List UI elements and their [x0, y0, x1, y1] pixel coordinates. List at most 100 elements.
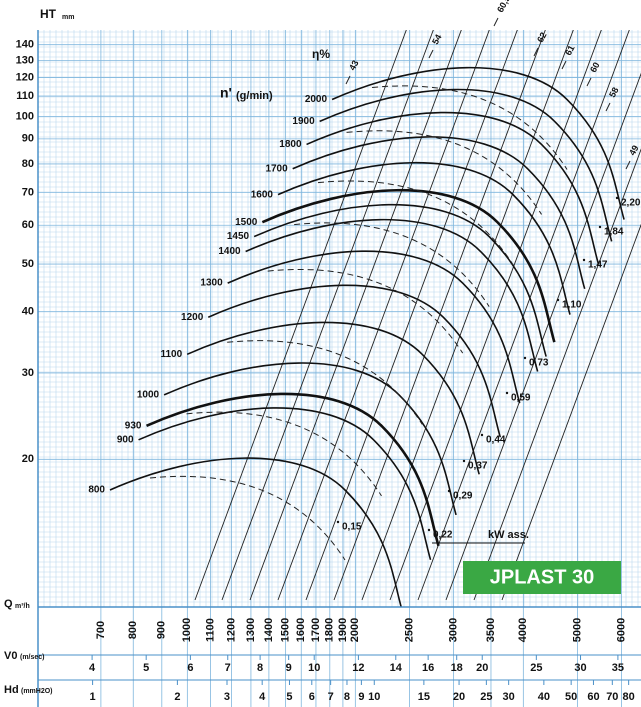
- efficiency-label: 54: [430, 33, 444, 47]
- speed-curve: [253, 203, 547, 357]
- speed-curve: [277, 161, 571, 315]
- v-tick-label: 30: [574, 662, 586, 674]
- power-unit: kW ass.: [488, 529, 529, 541]
- x-tick-label: 3000: [448, 618, 460, 642]
- power-point: [523, 356, 527, 360]
- y-tick-label: 20: [22, 453, 34, 465]
- efficiency-curve: [227, 340, 423, 425]
- badge: [463, 561, 621, 594]
- speed-tick-label: 2000: [305, 94, 328, 105]
- h-tick-label: 80: [623, 691, 635, 703]
- power-label: 0,44: [486, 435, 506, 446]
- v-tick-label: 10: [308, 662, 320, 674]
- efficiency-curve: [149, 475, 346, 561]
- efficiency-label: 60: [588, 61, 602, 75]
- efficiency-tick: [428, 49, 434, 59]
- y-axis-label: HT: [40, 7, 57, 21]
- speed-curve-group: [277, 161, 571, 315]
- y-tick-label: 90: [22, 133, 34, 145]
- h-tick-label: 3: [224, 691, 230, 703]
- efficiency-curve: [346, 130, 542, 215]
- speed-tick-label: 1500: [235, 217, 258, 228]
- speed-curve-group: [145, 392, 440, 547]
- power-point: [480, 433, 484, 437]
- speed-curve: [319, 88, 613, 242]
- speed-curve: [145, 392, 440, 547]
- efficiency-curve: [186, 411, 382, 497]
- power-label: 0,29: [453, 491, 473, 502]
- x-tick-label: 5000: [571, 618, 583, 642]
- x-tick-label: 1300: [245, 618, 257, 642]
- power-label: 1,47: [588, 260, 608, 271]
- speed-tick-label: 900: [117, 434, 134, 445]
- efficiency-curve: [294, 222, 490, 307]
- efficiency-tick: [533, 47, 539, 57]
- speed-curve-group: [138, 407, 432, 561]
- speed-curve-group: [227, 250, 521, 404]
- h-tick-label: 20: [453, 691, 465, 703]
- power-point: [336, 520, 340, 524]
- speed-unit: (g/min): [236, 90, 273, 102]
- speed-label: n': [220, 85, 232, 101]
- x-tick-label: 3500: [485, 618, 497, 642]
- speed-curve-group: [253, 203, 547, 357]
- y-tick-label: 70: [22, 186, 34, 198]
- efficiency-label: 61: [563, 44, 577, 58]
- power-label: 1,10: [562, 300, 582, 311]
- h-tick-label: 2: [174, 691, 180, 703]
- v-tick-label: 7: [225, 662, 231, 674]
- power-point: [462, 459, 466, 463]
- h-tick-label: 70: [606, 691, 618, 703]
- v-tick-label: 4: [89, 662, 96, 674]
- h-tick-label: 5: [286, 691, 292, 703]
- power-label: 0,37: [468, 461, 488, 472]
- speed-curve-group: [245, 218, 539, 372]
- system-line: [277, 30, 490, 601]
- speed-tick-label: 1800: [279, 139, 302, 150]
- efficiency-label: 58: [607, 86, 621, 100]
- x-tick-label: 1200: [225, 618, 237, 642]
- efficiency-tick: [561, 60, 567, 70]
- x-tick-label: 900: [156, 621, 168, 639]
- speed-curve: [109, 457, 403, 607]
- speed-curve-group: [292, 136, 586, 290]
- efficiency-tick: [493, 17, 499, 27]
- x-tick-label: 6000: [616, 618, 628, 642]
- efficiency-tick: [625, 160, 631, 170]
- efficiency-label: 43: [347, 59, 361, 73]
- speed-curve: [306, 111, 600, 265]
- v-tick-label: 6: [187, 662, 193, 674]
- y-axis-unit: mm: [62, 14, 74, 21]
- y-tick-label: 110: [16, 90, 34, 102]
- h-tick-label: 8: [344, 691, 350, 703]
- system-line: [361, 30, 574, 601]
- system-line: [389, 30, 602, 601]
- v-tick-label: 16: [422, 662, 434, 674]
- power-point: [505, 391, 509, 395]
- h-tick-label: 7: [328, 691, 334, 703]
- y-tick-label: 140: [16, 39, 34, 51]
- speed-curve-group: [186, 321, 480, 475]
- speed-curve-group: [163, 362, 457, 516]
- efficiency-label: 49: [627, 144, 641, 158]
- x-tick-label: 1400: [263, 618, 275, 642]
- speed-tick-label: 1700: [265, 163, 288, 174]
- speed-curve: [227, 250, 521, 404]
- speed-curve: [261, 188, 556, 343]
- speed-tick-label: 930: [125, 420, 142, 431]
- h-tick-label: 9: [358, 691, 364, 703]
- efficiency-tick: [605, 102, 611, 112]
- y-tick-label: 120: [16, 71, 34, 83]
- speed-curve: [292, 136, 586, 290]
- efficiency-label: 60,5: [495, 0, 512, 14]
- badge-text: JPLAST 30: [490, 566, 594, 588]
- v-tick-label: 35: [612, 662, 624, 674]
- speed-tick-label: 1200: [181, 312, 204, 323]
- speed-tick-label: 1000: [137, 390, 160, 401]
- efficiency-tick: [586, 77, 592, 87]
- x-axis-label: Q: [4, 598, 13, 610]
- x-tick-label: 2000: [349, 618, 361, 642]
- h-tick-label: 10: [368, 691, 380, 703]
